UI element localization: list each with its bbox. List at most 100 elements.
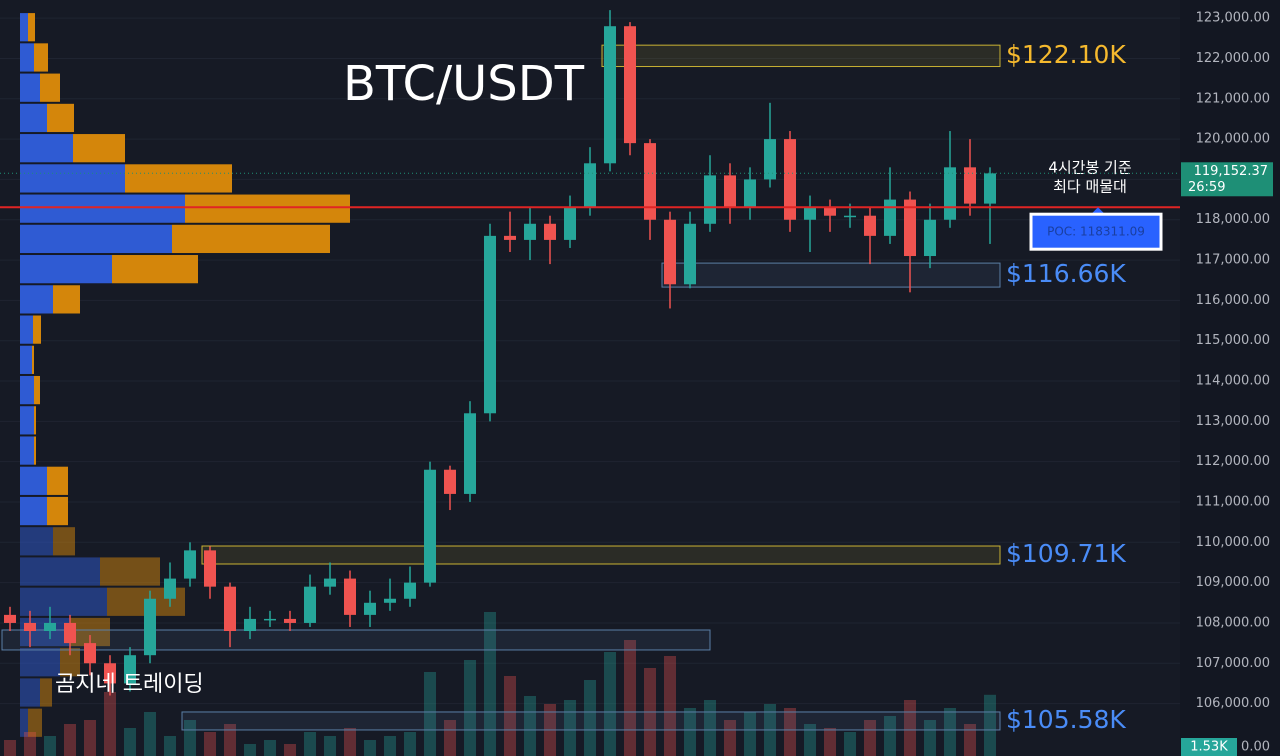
volume-bar (664, 656, 676, 756)
candle-body (604, 26, 616, 164)
profile-buy (20, 43, 34, 72)
price-zone (661, 262, 1001, 288)
candle-body (744, 179, 756, 208)
volume-bar (284, 744, 296, 756)
candle-body (164, 578, 176, 599)
candle-body (584, 163, 596, 208)
volume-bar (304, 732, 316, 756)
volume-bar (944, 708, 956, 756)
profile-sell (34, 43, 48, 72)
profile-sell (112, 255, 198, 284)
profile-buy (20, 587, 107, 616)
profile-sell (53, 285, 80, 314)
y-tick-label: 123,000.00 (1196, 11, 1270, 26)
volume-bar (624, 640, 636, 756)
profile-buy (20, 406, 34, 435)
profile-sell (34, 436, 36, 465)
y-tick-label: 110,000.00 (1196, 535, 1270, 550)
profile-buy (20, 375, 34, 405)
volume-bar (404, 732, 416, 756)
candle-body (224, 586, 236, 632)
candle-body (384, 598, 396, 603)
volume-bar (904, 700, 916, 756)
candle-body (284, 618, 296, 623)
profile-sell (185, 194, 350, 223)
zone-label: $116.66K (1006, 259, 1126, 288)
candle-body (464, 413, 476, 494)
profile-buy (20, 617, 70, 647)
candle-body (104, 663, 116, 684)
profile-buy (20, 345, 32, 374)
candle-body (864, 215, 876, 236)
volume-bar (24, 732, 36, 756)
price-zone (601, 44, 1001, 68)
profile-sell (125, 164, 232, 193)
candle-body (304, 586, 316, 623)
y-tick-label: 108,000.00 (1196, 615, 1270, 630)
profile-sell (60, 648, 80, 677)
profile-buy (20, 708, 28, 737)
candle-body (684, 223, 696, 285)
profile-buy (20, 73, 40, 102)
profile-buy (20, 466, 47, 495)
profile-buy (20, 648, 60, 677)
y-tick-label: 122,000.00 (1196, 51, 1270, 66)
price-zone (1, 629, 711, 651)
volume-bar (584, 680, 596, 756)
volume-bar (64, 724, 76, 756)
volume-bar (924, 720, 936, 756)
volume-bar (604, 652, 616, 756)
y-tick-label: 115,000.00 (1196, 333, 1270, 348)
chart-title: BTC/USDT (343, 56, 585, 112)
candle-body (524, 223, 536, 240)
profile-sell (40, 73, 60, 102)
candle-body (664, 219, 676, 285)
candle-body (944, 167, 956, 220)
volume-bar (824, 728, 836, 756)
candle-body (44, 622, 56, 632)
candle-body (544, 223, 556, 240)
candle-body (624, 26, 636, 144)
volume-bar (144, 712, 156, 756)
volume-bar (564, 700, 576, 756)
candle-body (504, 235, 516, 240)
volume-bar (524, 696, 536, 756)
candle-body (884, 199, 896, 236)
volume-bar (804, 724, 816, 756)
profile-sell (47, 466, 68, 495)
price-zone (181, 711, 1001, 731)
volume-bar (224, 724, 236, 756)
profile-buy (20, 255, 112, 284)
profile-sell (33, 315, 41, 344)
profile-buy (20, 285, 53, 314)
candle-body (904, 199, 916, 257)
y-tick-label: 112,000.00 (1196, 454, 1270, 469)
candle-body (964, 167, 976, 204)
profile-buy (20, 134, 73, 163)
candle-body (704, 175, 716, 224)
volume-bar (964, 724, 976, 756)
last-price-label: 119,152.37 (1194, 164, 1268, 179)
volume-bar (844, 732, 856, 756)
profile-sell (47, 103, 74, 133)
zone-label: $109.71K (1006, 539, 1126, 568)
y-tick-label: 111,000.00 (1196, 494, 1270, 509)
volume-bar (504, 676, 516, 756)
poc-box (1029, 212, 1163, 251)
volume-bar (344, 728, 356, 756)
countdown: 26:59 (1188, 180, 1225, 195)
profile-buy (20, 496, 47, 526)
candle-body (184, 550, 196, 579)
poc-label: POC: 118311.09 (1047, 225, 1145, 239)
volume-bar (244, 744, 256, 756)
profile-sell (100, 557, 160, 586)
volume-bar (704, 700, 716, 756)
profile-buy (20, 224, 172, 254)
candle-body (364, 602, 376, 615)
candle-body (764, 139, 776, 180)
profile-sell (73, 134, 125, 163)
candle-body (824, 207, 836, 216)
candle-body (924, 219, 936, 257)
candle-body (4, 614, 16, 623)
